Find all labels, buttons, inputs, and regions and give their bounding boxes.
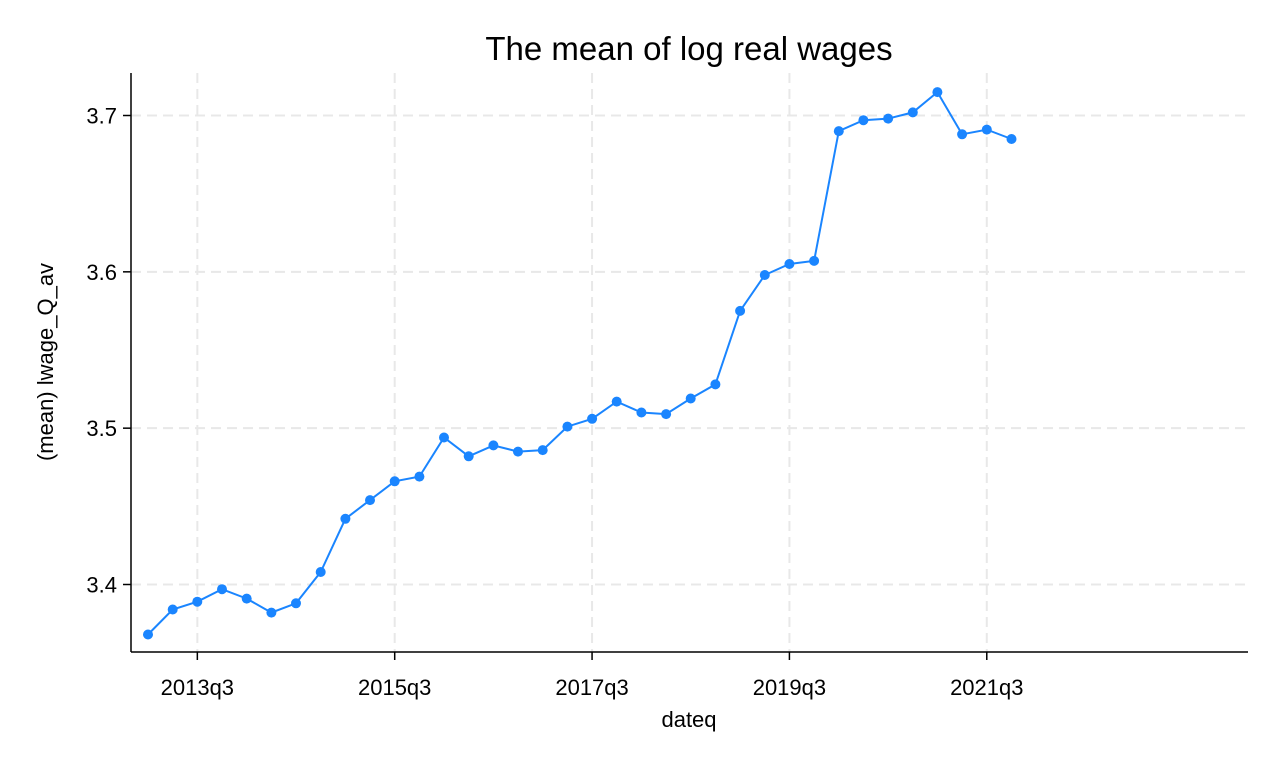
data-point [636, 407, 647, 418]
data-point [661, 409, 672, 420]
data-point [1006, 134, 1017, 144]
x-axis-title: dateq [661, 707, 716, 732]
data-point [759, 270, 770, 280]
y-tick-label: 3.7 [86, 104, 117, 129]
data-point [809, 255, 820, 266]
y-tick-label: 3.5 [86, 416, 117, 441]
y-tick-label: 3.4 [86, 573, 117, 598]
chart-title: The mean of log real wages [485, 30, 892, 67]
data-point [217, 584, 227, 595]
data-point [858, 115, 869, 126]
data-point [167, 604, 178, 615]
data-point [735, 305, 746, 316]
data-point [587, 413, 598, 424]
data-point [513, 446, 523, 457]
series [143, 87, 1017, 640]
y-tick-label: 3.6 [86, 260, 117, 285]
x-tick-label: 2017q3 [555, 675, 628, 700]
data-point [562, 421, 573, 432]
data-point [685, 393, 696, 404]
y-axis-title: (mean) lwage_Q_av [33, 263, 58, 461]
data-point [907, 107, 918, 118]
data-point [192, 596, 203, 607]
data-point [365, 495, 375, 506]
data-point [143, 629, 153, 640]
x-tick-label: 2015q3 [358, 675, 431, 700]
data-point [439, 432, 449, 443]
x-tick-label: 2019q3 [753, 675, 826, 700]
data-point [315, 567, 326, 577]
data-point [537, 445, 548, 456]
data-point [488, 440, 499, 451]
data-point [389, 476, 400, 487]
data-point [932, 87, 943, 98]
data-point [241, 593, 252, 604]
data-point [710, 379, 721, 390]
x-tick-label: 2013q3 [161, 675, 234, 700]
data-point [883, 113, 894, 124]
data-point [784, 259, 795, 269]
data-point [981, 124, 992, 135]
data-point [414, 471, 425, 482]
ticks: 3.4 3.5 3.6 3.7 2013q3 2015q3 2017q3 2019q3 2021… [86, 104, 1023, 701]
data-point [291, 598, 301, 609]
data-point [340, 513, 351, 524]
grid [131, 73, 1248, 652]
series-line [147, 90, 1012, 636]
x-tick-label: 2021q3 [950, 675, 1023, 700]
data-point [957, 129, 968, 140]
data-point [463, 451, 474, 462]
axes [130, 73, 1248, 653]
data-point [266, 607, 277, 618]
data-point [611, 396, 622, 407]
data-point [833, 126, 844, 137]
